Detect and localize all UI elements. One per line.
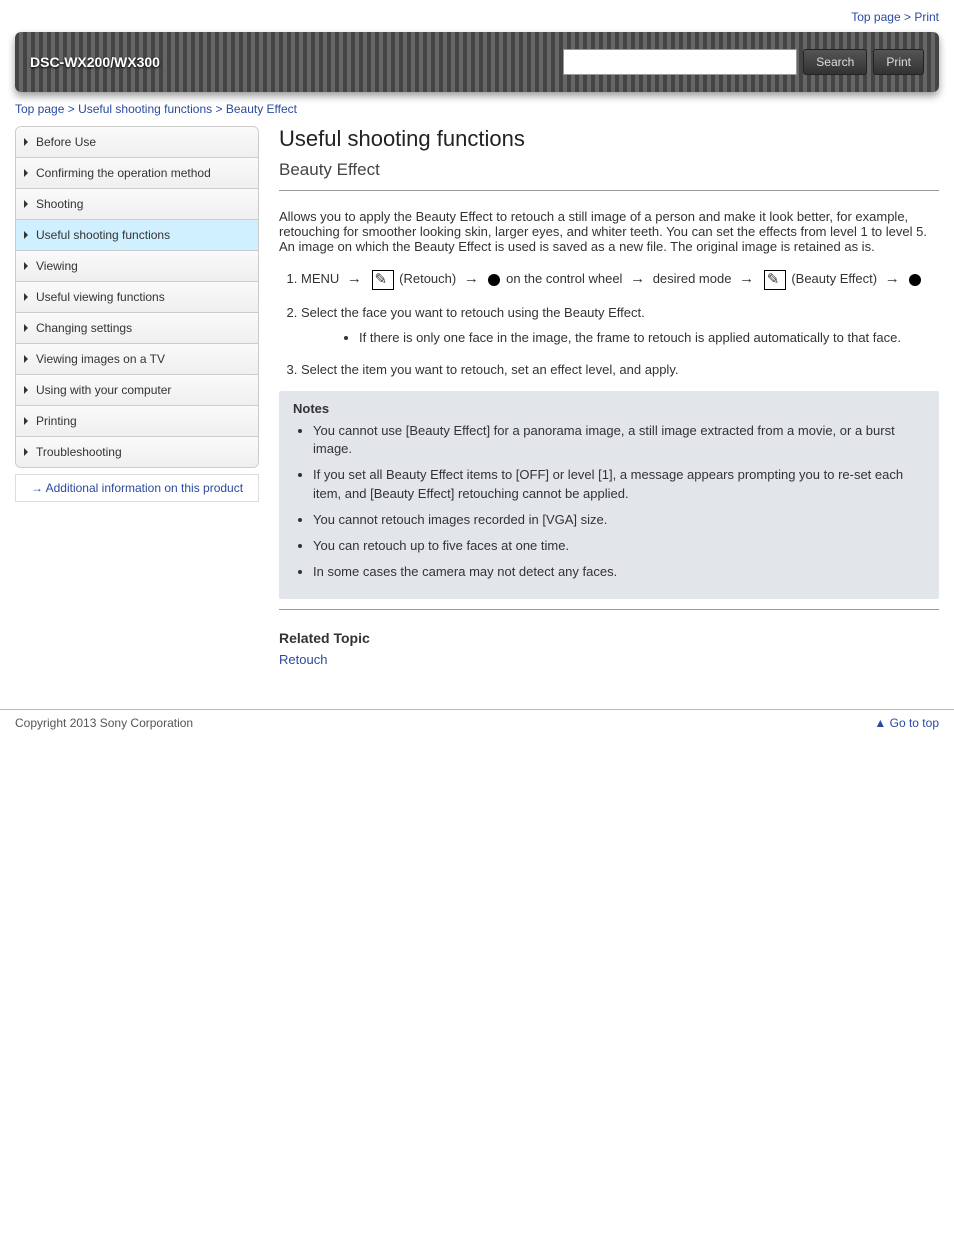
category-heading: Useful shooting functions xyxy=(279,126,939,152)
sidebar-item-6[interactable]: Changing settings xyxy=(16,313,258,344)
go-to-top-link[interactable]: Go to top xyxy=(890,716,939,730)
additional-info-label: Additional information on this product xyxy=(46,481,243,495)
sidebar-item-9[interactable]: Printing xyxy=(16,406,258,437)
additional-info-link[interactable]: → Additional information on this product xyxy=(15,474,259,502)
print-link[interactable]: Print xyxy=(914,10,939,24)
control-dot-icon xyxy=(909,274,921,286)
notes-label: Notes xyxy=(293,401,925,416)
crumb-current: Beauty Effect xyxy=(226,102,297,116)
breadcrumb: Top page > Useful shooting functions > B… xyxy=(0,92,954,126)
header-print-button[interactable]: Print xyxy=(873,49,924,75)
separator xyxy=(279,609,939,610)
page-title: Beauty Effect xyxy=(279,160,939,180)
top-links-sep: > xyxy=(901,10,915,24)
sidebar-item-4[interactable]: Viewing xyxy=(16,251,258,282)
content: Useful shooting functions Beauty Effect … xyxy=(279,126,939,669)
beauty-effect-icon xyxy=(764,270,786,290)
retouch-icon xyxy=(372,270,394,290)
step-3: Select the item you want to retouch, set… xyxy=(301,360,939,380)
notes-box: Notes You cannot use [Beauty Effect] for… xyxy=(279,391,939,599)
note-item: In some cases the camera may not detect … xyxy=(313,563,925,581)
search-input[interactable] xyxy=(563,49,797,75)
arrow-right-icon: → xyxy=(31,481,43,495)
step-2: Select the face you want to retouch usin… xyxy=(301,303,939,348)
sidebar-item-5[interactable]: Useful viewing functions xyxy=(16,282,258,313)
search-button[interactable]: Search xyxy=(803,49,867,75)
note-item: You can retouch up to five faces at one … xyxy=(313,537,925,555)
triangle-up-icon: ▲ xyxy=(874,716,886,730)
sidebar-item-0[interactable]: Before Use xyxy=(16,127,258,158)
sidebar-item-10[interactable]: Troubleshooting xyxy=(16,437,258,467)
steps-list: MENU → (Retouch) → on the control wheel … xyxy=(279,268,939,379)
related-heading: Related Topic xyxy=(279,630,939,646)
top-links: Top page > Print xyxy=(15,10,939,24)
step-2-note: If there is only one face in the image, … xyxy=(359,328,939,348)
copyright: Copyright 2013 Sony Corporation xyxy=(15,716,193,730)
sidebar-item-3[interactable]: Useful shooting functions xyxy=(16,220,258,251)
sidebar-item-7[interactable]: Viewing images on a TV xyxy=(16,344,258,375)
sidebar-item-1[interactable]: Confirming the operation method xyxy=(16,158,258,189)
top-page-link[interactable]: Top page xyxy=(851,10,900,24)
separator xyxy=(279,190,939,191)
note-item: You cannot retouch images recorded in [V… xyxy=(313,511,925,529)
sidebar-item-8[interactable]: Using with your computer xyxy=(16,375,258,406)
control-dot-icon xyxy=(488,274,500,286)
header-bar: DSC-WX200/WX300 Search Print xyxy=(15,32,939,92)
crumb-top[interactable]: Top page xyxy=(15,102,64,116)
note-item: You cannot use [Beauty Effect] for a pan… xyxy=(313,422,925,458)
note-item: If you set all Beauty Effect items to [O… xyxy=(313,466,925,502)
sidebar: Before UseConfirming the operation metho… xyxy=(15,126,259,502)
step-1: MENU → (Retouch) → on the control wheel … xyxy=(301,268,939,291)
description: Allows you to apply the Beauty Effect to… xyxy=(279,209,939,254)
search-area: Search Print xyxy=(563,49,924,75)
sidebar-item-2[interactable]: Shooting xyxy=(16,189,258,220)
related-link[interactable]: Retouch xyxy=(279,650,939,669)
product-name: DSC-WX200/WX300 xyxy=(30,54,160,70)
footer: Copyright 2013 Sony Corporation ▲ Go to … xyxy=(0,709,954,730)
crumb-category[interactable]: Useful shooting functions xyxy=(78,102,212,116)
